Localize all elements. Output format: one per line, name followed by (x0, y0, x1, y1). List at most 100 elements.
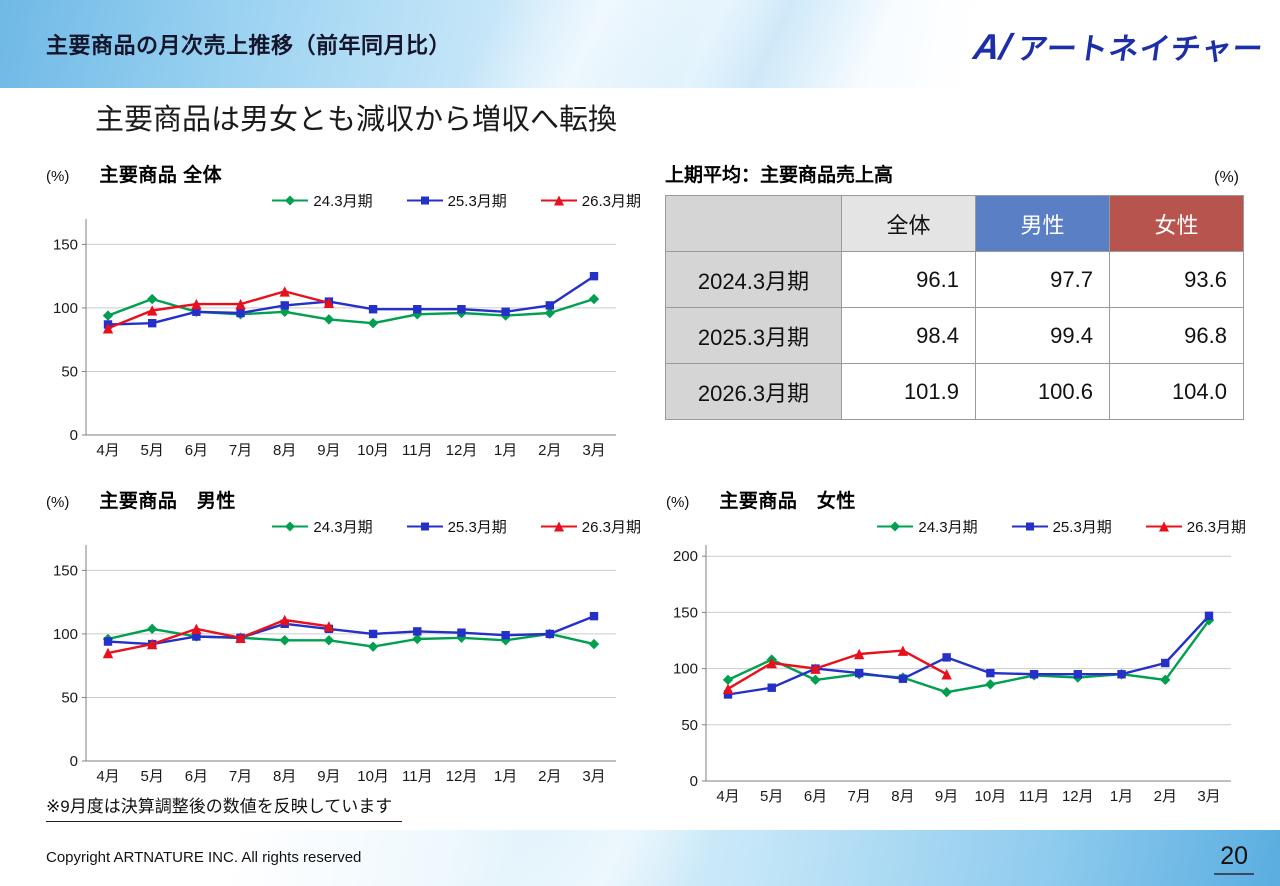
legend-marker-icon (1011, 522, 1048, 530)
svg-text:200: 200 (673, 548, 698, 565)
summary-table-title: 上期平均：主要商品売上高 (665, 165, 894, 186)
legend-label: 26.3月期 (1186, 518, 1246, 536)
svg-text:2月: 2月 (538, 442, 561, 459)
svg-text:4月: 4月 (96, 442, 119, 459)
cell-2026-all: 101.9 (841, 363, 976, 420)
svg-text:100: 100 (673, 661, 698, 678)
svg-text:6月: 6月 (185, 768, 208, 785)
legend-marker-icon (877, 521, 914, 531)
table-row: 2025.3月期 98.4 99.4 96.8 (665, 307, 1244, 364)
legend-marker-icon (540, 521, 577, 531)
legend-marker-icon (406, 196, 443, 204)
legend-marker-icon (540, 195, 577, 205)
header-female-cell: 女性 (1109, 195, 1244, 252)
row-label-2026: 2026.3月期 (665, 363, 842, 420)
chart-male: (%) 主要商品 男性 24.3月期 25.3月期 26.3月期 0 50 100 150… (40, 486, 655, 789)
logo-text: アートネイチャー (1015, 33, 1266, 66)
cell-2024-male: 97.7 (975, 251, 1110, 308)
chart-female-unit: (%) (666, 494, 690, 511)
svg-text:7月: 7月 (848, 788, 871, 805)
footnote: ※9月度は決算調整後の数値を反映しています (46, 792, 403, 822)
legend-item: 26.3月期 (1145, 516, 1246, 537)
svg-text:5月: 5月 (141, 768, 164, 785)
chart-female-title: 主要商品 女性 (719, 491, 856, 512)
legend-item: 25.3月期 (1011, 516, 1112, 537)
svg-text:12月: 12月 (1062, 788, 1094, 805)
chart-overall-title: 主要商品 全体 (99, 165, 223, 186)
svg-text:50: 50 (61, 364, 78, 381)
chart-male-head: (%) 主要商品 男性 (46, 486, 655, 513)
svg-text:4月: 4月 (716, 788, 739, 805)
legend-item: 26.3月期 (540, 190, 641, 211)
headline: 主要商品は男女とも減収から増収へ転換 (95, 104, 618, 136)
svg-text:0: 0 (690, 773, 698, 790)
svg-text:3月: 3月 (1197, 788, 1220, 805)
copyright-text: Copyright ARTNATURE INC. All rights rese… (46, 849, 362, 866)
svg-text:6月: 6月 (804, 788, 827, 805)
svg-text:10月: 10月 (975, 788, 1007, 805)
legend-item: 24.3月期 (877, 516, 978, 537)
chart-female-plot: 0 50 100 150 200 4月 5月 6月 7月 8月 9月 10月 11月 12月 1月 2月 3月 (660, 537, 1260, 809)
svg-text:6月: 6月 (185, 442, 208, 459)
legend-label: 24.3月期 (313, 192, 373, 210)
svg-text:150: 150 (53, 236, 78, 253)
chart-overall: (%) 主要商品 全体 24.3月期 25.3月期 26.3月期 0 50 100 150… (40, 160, 655, 463)
svg-text:12月: 12月 (446, 442, 478, 459)
svg-text:10月: 10月 (357, 442, 389, 459)
chart-overall-legend: 24.3月期 25.3月期 26.3月期 (40, 189, 641, 211)
svg-text:8月: 8月 (891, 788, 914, 805)
chart-female: (%) 主要商品 女性 24.3月期 25.3月期 26.3月期 0 50 100 150… (660, 486, 1260, 809)
company-logo: A/アートネイチャー (971, 24, 1267, 68)
svg-text:7月: 7月 (229, 768, 252, 785)
header-blank-cell (665, 195, 842, 252)
chart-overall-unit: (%) (46, 168, 70, 185)
header-male-cell: 男性 (975, 195, 1110, 252)
summary-table-section: 上期平均：主要商品売上高 (%) 全体 男性 女性 2024.3月期 96.1 … (665, 160, 1244, 420)
legend-label: 24.3月期 (313, 518, 373, 536)
legend-marker-icon (406, 522, 443, 530)
row-label-2025: 2025.3月期 (665, 307, 842, 364)
svg-text:5月: 5月 (760, 788, 783, 805)
chart-female-legend: 24.3月期 25.3月期 26.3月期 (660, 515, 1246, 537)
legend-label: 25.3月期 (447, 518, 507, 536)
legend-label: 24.3月期 (918, 518, 978, 536)
summary-table-head: 上期平均：主要商品売上高 (%) (665, 160, 1243, 187)
table-row: 2026.3月期 101.9 100.6 104.0 (665, 363, 1244, 420)
svg-text:50: 50 (681, 717, 698, 734)
cell-2025-female: 96.8 (1109, 307, 1244, 364)
svg-text:9月: 9月 (317, 442, 340, 459)
header-all-cell: 全体 (841, 195, 976, 252)
summary-table-header-row: 全体 男性 女性 (665, 195, 1244, 252)
legend-label: 26.3月期 (581, 192, 641, 210)
line-chart-svg: 0 50 100 150 4月 5月 6月 7月 8月 9月 10月 11月 12月 1月 2月 3月 (53, 219, 616, 459)
svg-text:11月: 11月 (402, 442, 433, 459)
svg-text:3月: 3月 (582, 768, 605, 785)
cell-2025-all: 98.4 (841, 307, 976, 364)
svg-text:0: 0 (70, 753, 78, 770)
page-number: 20 (1214, 842, 1254, 875)
svg-text:12月: 12月 (446, 768, 478, 785)
svg-text:8月: 8月 (273, 768, 296, 785)
legend-item: 25.3月期 (406, 516, 507, 537)
svg-text:2月: 2月 (538, 768, 561, 785)
legend-label: 26.3月期 (581, 518, 641, 536)
line-chart-svg: 0 50 100 150 4月 5月 6月 7月 8月 9月 10月 11月 12月 1月 2月 3月 (53, 545, 616, 785)
svg-text:1月: 1月 (494, 442, 517, 459)
svg-text:1月: 1月 (1110, 788, 1133, 805)
summary-table: 全体 男性 女性 2024.3月期 96.1 97.7 93.6 2025.3月… (665, 195, 1244, 420)
svg-text:150: 150 (53, 562, 78, 579)
svg-text:0: 0 (70, 427, 78, 444)
slide-title: 主要商品の月次売上推移（前年同月比） (46, 33, 452, 58)
svg-text:11月: 11月 (1019, 788, 1050, 805)
chart-overall-plot: 0 50 100 150 4月 5月 6月 7月 8月 9月 10月 11月 12月 1月 2月 3月 (40, 211, 655, 463)
cell-2026-male: 100.6 (975, 363, 1110, 420)
legend-label: 25.3月期 (1052, 518, 1112, 536)
svg-text:10月: 10月 (357, 768, 389, 785)
legend-label: 25.3月期 (447, 192, 507, 210)
svg-text:150: 150 (673, 604, 698, 621)
cell-2025-male: 99.4 (975, 307, 1110, 364)
chart-overall-head: (%) 主要商品 全体 (46, 160, 655, 187)
legend-marker-icon (272, 195, 309, 205)
svg-text:50: 50 (61, 690, 78, 707)
footer-bar: Copyright ARTNATURE INC. All rights rese… (0, 830, 1280, 886)
